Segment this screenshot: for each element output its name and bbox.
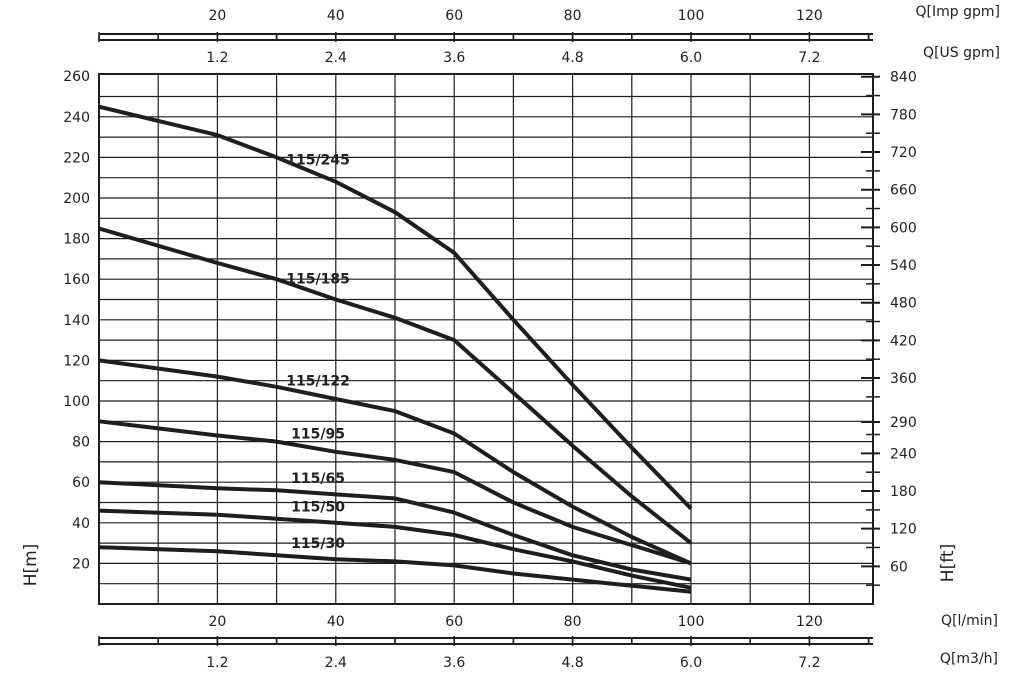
bottom-m3h-tick-label: 2.4	[325, 655, 347, 671]
curve-label-115-245: 115/245	[286, 152, 350, 168]
top-imp-gpm-tick-label: 40	[327, 8, 345, 24]
curve-115-65	[98, 480, 692, 582]
x-tick-label: 120	[796, 614, 823, 630]
curve-115-185	[98, 226, 693, 545]
y2-axis-title: H[ft]	[938, 544, 958, 582]
y-tick-label: 100	[63, 394, 90, 410]
curve-115-95	[98, 419, 692, 566]
y2-tick-label: 60	[890, 559, 908, 575]
bottom-m3h-tick-label: 1.2	[206, 655, 228, 671]
curve-label-115-95: 115/95	[291, 427, 345, 443]
y2-tick-label: 840	[890, 70, 917, 86]
y-tick-label: 20	[72, 556, 90, 572]
curve-labels: 115/245 115/185 115/122 115/95 115/65 115/50 1…	[286, 152, 350, 552]
top-us-gpm-unit: Q[US gpm]	[923, 45, 1000, 61]
curve-115-30	[98, 545, 692, 594]
y2-tick-label: 120	[890, 522, 917, 538]
y2-tick-label: 180	[890, 484, 917, 500]
top-us-gpm-tick-label: 3.6	[443, 50, 465, 66]
curve-label-115-185: 115/185	[286, 271, 350, 287]
x-tick-label: 60	[445, 614, 463, 630]
y-tick-label: 140	[63, 313, 90, 329]
y2-tick-label: 290	[890, 415, 917, 431]
bottom-m3h-tick-label: 4.8	[561, 655, 583, 671]
y2-tick-label: 360	[890, 371, 917, 387]
y-axis-title: H[m]	[21, 544, 41, 587]
y-tick-label: 260	[63, 69, 90, 85]
y-tick-label: 240	[63, 110, 90, 126]
y-tick-label: 120	[63, 353, 90, 369]
axes: 20 40 60 80 100 120 140 160 180 200 220 240 260 60 120…	[63, 4, 1000, 671]
curve-label-115-65: 115/65	[291, 471, 345, 487]
y-tick-label: 200	[63, 191, 90, 207]
curve-115-122	[98, 358, 692, 566]
bottom-m3h-unit: Q[m3/h]	[940, 651, 998, 667]
curve-label-115-50: 115/50	[291, 500, 345, 516]
top-us-gpm-tick-label: 2.4	[325, 50, 347, 66]
series	[98, 104, 693, 594]
y2-tick-label: 660	[890, 183, 917, 199]
y2-tick-label: 780	[890, 107, 917, 123]
x-tick-label: 80	[564, 614, 582, 630]
top-imp-gpm-tick-label: 80	[564, 8, 582, 24]
y-tick-label: 40	[72, 516, 90, 532]
bottom-m3h-tick-label: 3.6	[443, 655, 465, 671]
y-tick-label: 220	[63, 150, 90, 166]
top-imp-gpm-tick-label: 120	[796, 8, 823, 24]
curve-label-115-30: 115/30	[291, 536, 345, 552]
y2-tick-label: 600	[890, 220, 917, 236]
bottom-m3h-tick-label: 7.2	[798, 655, 820, 671]
bottom-m3h-tick-label: 6.0	[680, 655, 702, 671]
y2-tick-label: 480	[890, 296, 917, 312]
x-axis-unit: Q[l/min]	[941, 613, 998, 629]
curve-115-245	[98, 104, 693, 510]
x-tick-label: 100	[678, 614, 705, 630]
y2-tick-label: 420	[890, 333, 917, 349]
y-tick-label: 180	[63, 232, 90, 248]
curve-label-115-122: 115/122	[286, 373, 350, 389]
y-tick-label: 60	[72, 475, 90, 491]
grid	[99, 74, 873, 604]
top-imp-gpm-tick-label: 100	[678, 8, 705, 24]
plot-frame	[98, 73, 874, 605]
top-imp-gpm-tick-label: 60	[445, 8, 463, 24]
curve-115-50	[98, 508, 692, 590]
x-tick-label: 40	[327, 614, 345, 630]
top-imp-gpm-unit: Q[Imp gpm]	[916, 4, 1000, 20]
top-us-gpm-tick-label: 7.2	[798, 50, 820, 66]
y-tick-label: 80	[72, 435, 90, 451]
y2-tick-label: 240	[890, 446, 917, 462]
top-us-gpm-tick-label: 1.2	[206, 50, 228, 66]
top-us-gpm-tick-label: 4.8	[561, 50, 583, 66]
y2-tick-label: 540	[890, 258, 917, 274]
x-tick-label: 20	[208, 614, 226, 630]
top-us-gpm-tick-label: 6.0	[680, 50, 702, 66]
top-imp-gpm-tick-label: 20	[208, 8, 226, 24]
y2-tick-label: 720	[890, 145, 917, 161]
y-tick-label: 160	[63, 272, 90, 288]
